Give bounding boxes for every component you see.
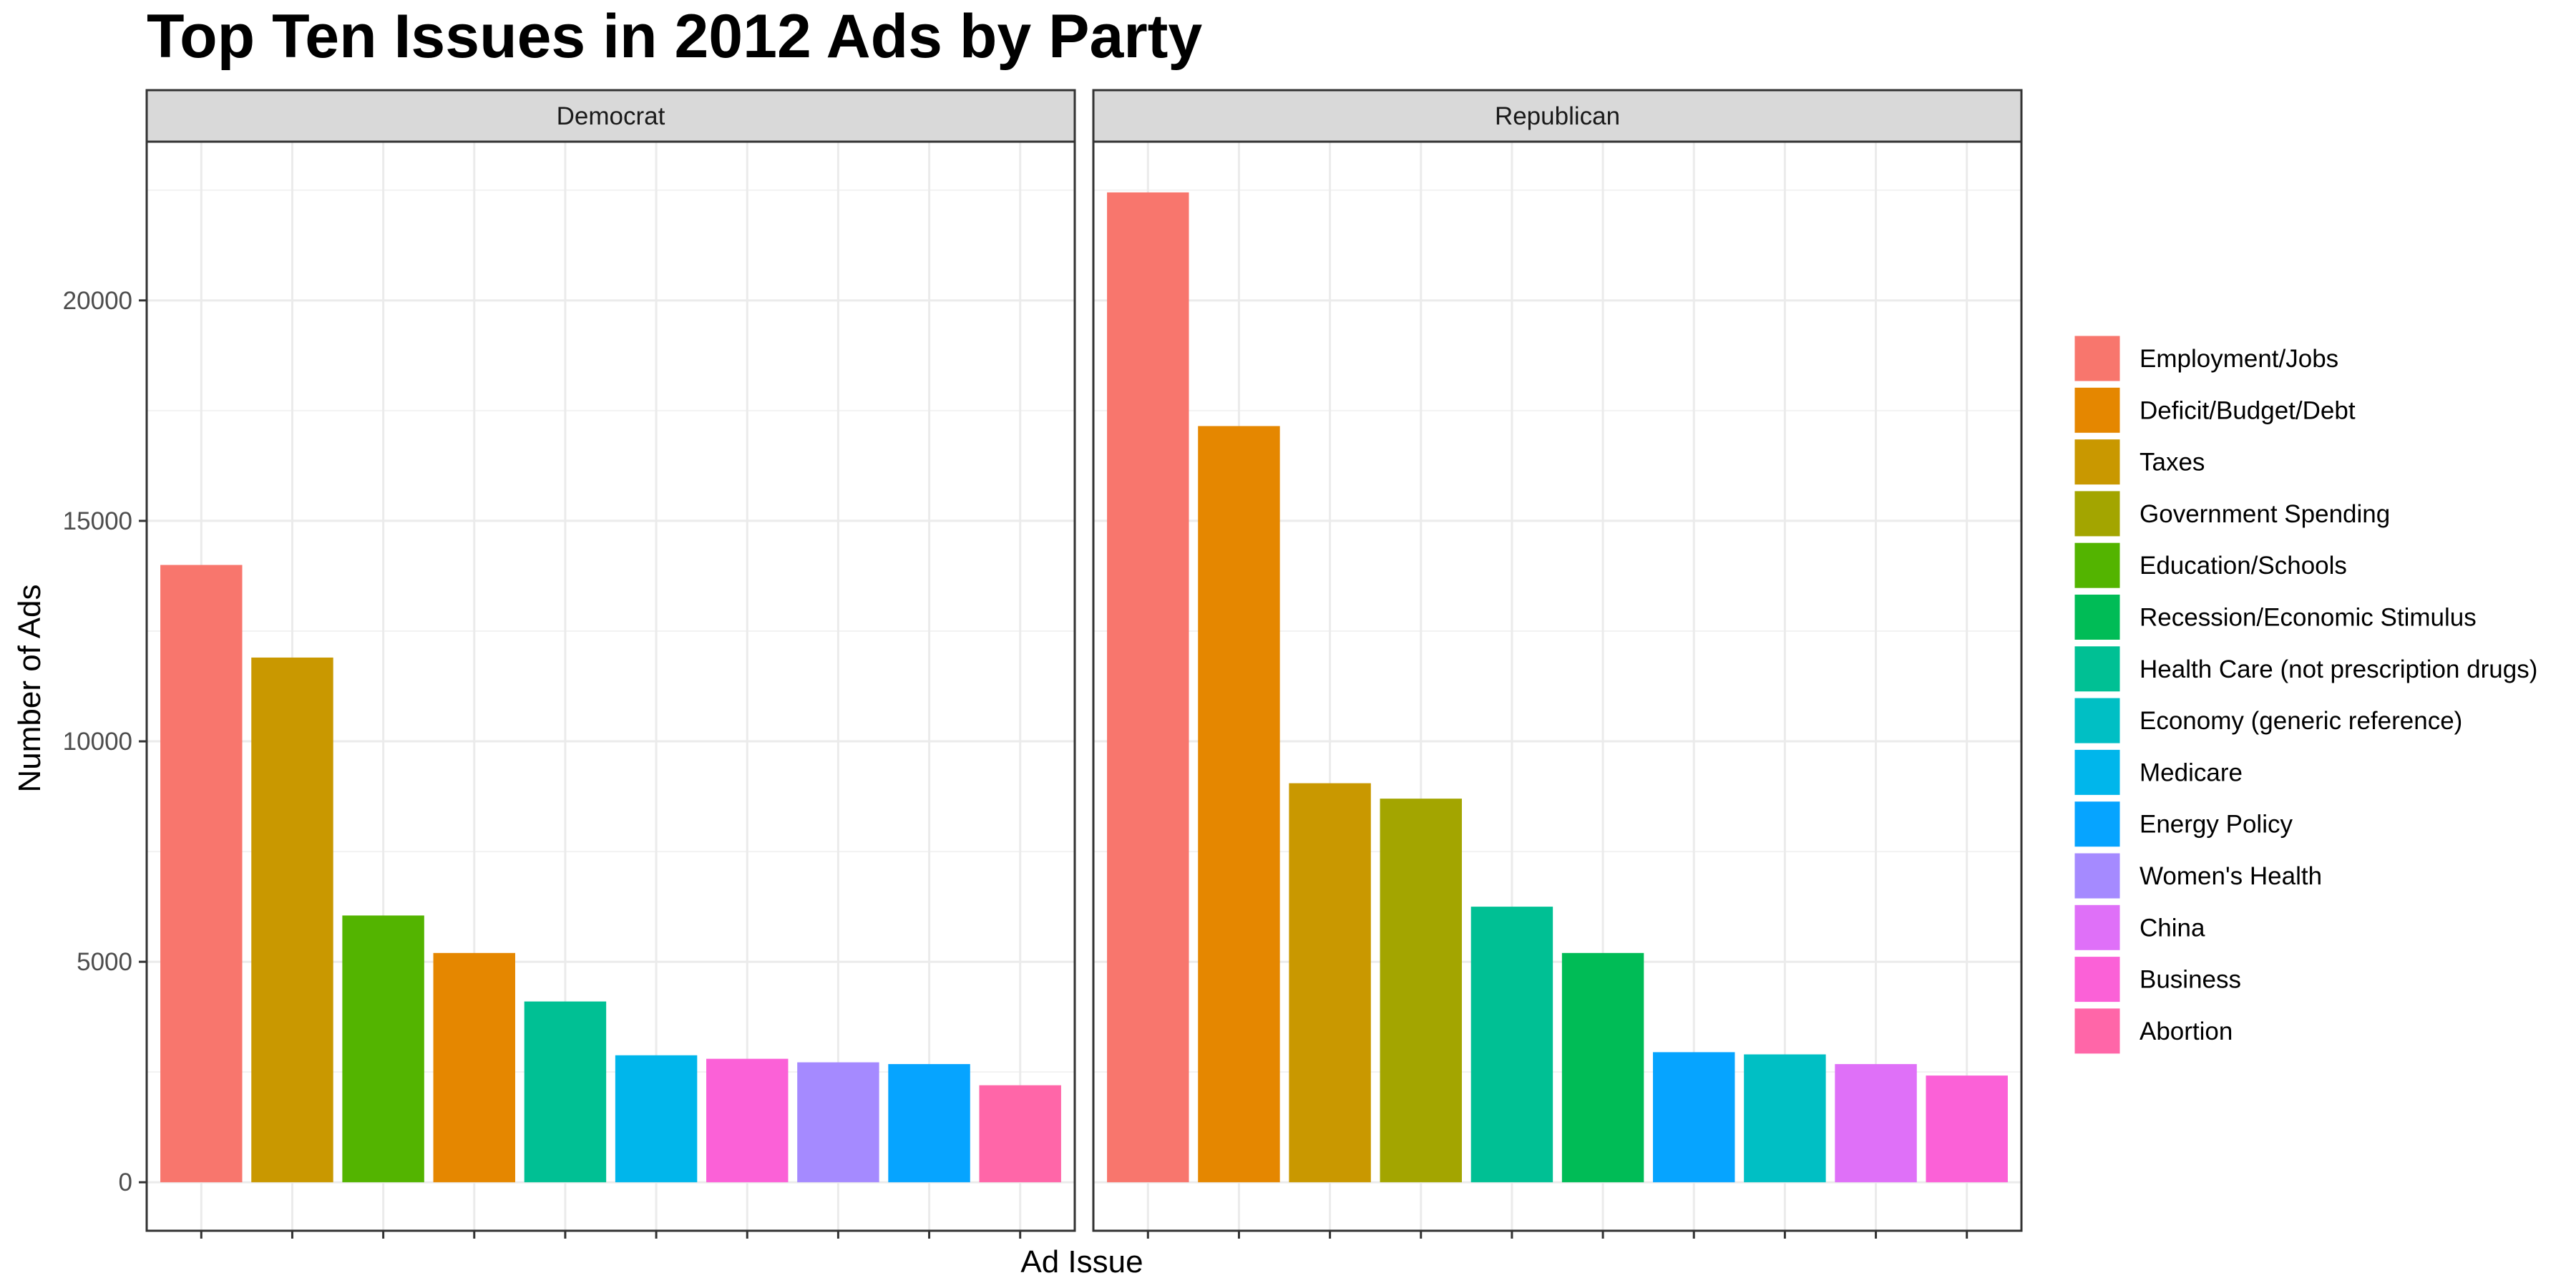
legend-item: Health Care (not prescription drugs) [2072,644,2537,694]
legend-swatch [2072,799,2122,849]
bar-democrat-2 [251,657,333,1183]
y-tick-label: 5000 [77,948,132,976]
y-tick-label: 0 [119,1169,132,1196]
bar-republican-2 [1198,426,1280,1183]
legend-item: Abortion [2072,1006,2233,1056]
legend-item: Employment/Jobs [2072,333,2338,384]
legend-label: Recession/Economic Stimulus [2140,604,2477,632]
bar-republican-1 [1107,192,1189,1183]
bar-democrat-10 [979,1085,1061,1183]
bar-democrat-4 [433,952,515,1183]
panel-border [1092,140,2023,1232]
bar-democrat-1 [160,565,243,1183]
legend-label: Medicare [2140,758,2243,786]
legend-label: Economy (generic reference) [2140,707,2462,735]
legend-item: Medicare [2072,747,2243,797]
legend-label: Employment/Jobs [2140,345,2338,373]
legend-swatch [2072,437,2122,487]
panel-border [145,140,1076,1232]
legend: Employment/Jobs Deficit/Budget/Debt Taxes G… [2072,333,2537,1056]
legend-label: Government Spending [2140,500,2390,528]
legend-item: Energy Policy [2072,799,2293,849]
y-tick-label: 10000 [63,728,132,756]
legend-label: China [2140,914,2205,942]
legend-label: Abortion [2140,1018,2233,1045]
legend-swatch [2072,333,2122,384]
legend-item: Economy (generic reference) [2072,696,2462,746]
bars [160,565,1061,1183]
legend-swatch [2072,1006,2122,1056]
panel-democrat: Democrat [145,89,1076,1239]
bar-democrat-8 [797,1062,879,1183]
legend-swatch [2072,489,2122,539]
legend-label: Deficit/Budget/Debt [2140,396,2356,424]
bar-democrat-3 [342,915,424,1183]
legend-item: Taxes [2072,437,2205,487]
bar-democrat-5 [524,1001,607,1183]
facet-strip-label: Democrat [557,102,665,130]
legend-item: Government Spending [2072,489,2390,539]
x-ticks [1146,1231,1968,1239]
y-axis: 0 5000 10000 15000 20000 [63,287,147,1196]
bar-republican-7 [1653,1052,1735,1183]
panels-layer: Democrat Republican [145,89,2023,1239]
bar-republican-9 [1835,1064,1917,1183]
facet-strip [145,89,1076,143]
legend-label: Energy Policy [2140,811,2293,839]
legend-swatch [2072,592,2122,642]
bar-democrat-6 [615,1055,698,1183]
y-tick-label: 15000 [63,507,132,535]
y-tick-label: 20000 [63,287,132,315]
legend-swatch [2072,540,2122,590]
bar-democrat-9 [888,1064,970,1183]
legend-item: Business [2072,955,2241,1005]
legend-swatch [2072,696,2122,746]
bar-republican-10 [1926,1075,2008,1183]
chart-title: Top Ten Issues in 2012 Ads by Party [147,2,1202,71]
legend-label: Taxes [2140,449,2205,477]
bar-democrat-7 [706,1058,789,1183]
legend-item: China [2072,902,2205,952]
y-axis-label: Number of Ads [12,584,47,792]
legend-item: Deficit/Budget/Debt [2072,385,2356,435]
x-axis-label: Ad Issue [1020,1244,1143,1279]
facet-strip [1092,89,2023,143]
bar-republican-8 [1744,1054,1826,1183]
panel-republican: Republican [1092,89,2023,1239]
bar-republican-3 [1289,783,1371,1183]
legend-swatch [2072,851,2122,901]
legend-item: Recession/Economic Stimulus [2072,592,2477,642]
legend-item: Education/Schools [2072,540,2347,590]
facet-strip-label: Republican [1495,102,1620,130]
legend-swatch [2072,747,2122,797]
legend-label: Women's Health [2140,862,2322,890]
x-ticks [200,1231,1022,1239]
bar-republican-6 [1561,952,1644,1183]
legend-label: Education/Schools [2140,552,2347,580]
legend-swatch [2072,955,2122,1005]
legend-label: Business [2140,966,2241,994]
legend-item: Women's Health [2072,851,2322,901]
legend-label: Health Care (not prescription drugs) [2140,655,2537,683]
bars [1107,192,2008,1183]
bar-republican-5 [1470,907,1553,1183]
legend-swatch [2072,385,2122,435]
bar-republican-4 [1380,799,1462,1183]
legend-swatch [2072,902,2122,952]
legend-swatch [2072,644,2122,694]
